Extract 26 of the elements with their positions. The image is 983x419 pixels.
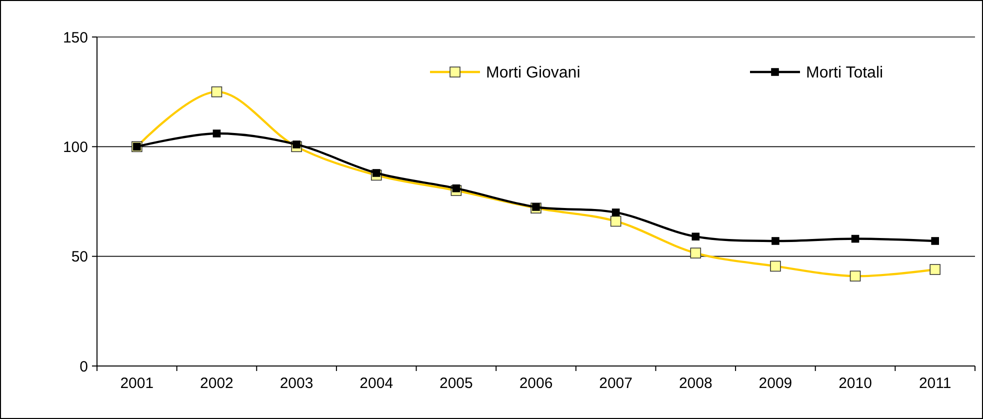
- y-tick-label: 0: [80, 358, 88, 376]
- x-tick-label: 2007: [599, 375, 633, 392]
- y-tick-label: 150: [62, 29, 88, 46]
- x-tick-label: 2008: [678, 375, 712, 392]
- point: [372, 169, 380, 177]
- x-tick-label: 2004: [360, 375, 394, 392]
- x-tick-label: 2005: [439, 375, 473, 392]
- x-tick-label: 2003: [280, 375, 314, 392]
- x-tick-label: 2010: [838, 375, 872, 392]
- point: [851, 234, 860, 243]
- point: [612, 208, 620, 216]
- x-tick-label: 2011: [918, 375, 952, 392]
- point: [692, 232, 700, 240]
- legend-label: Morti Giovani: [486, 64, 580, 82]
- point: [931, 237, 939, 245]
- point: [772, 237, 780, 245]
- legend-label: Morti Totali: [806, 64, 884, 82]
- point: [532, 203, 540, 211]
- x-tick-label: 2001: [120, 375, 154, 392]
- x-tick-label: 2009: [758, 375, 792, 392]
- x-tick-label: 2006: [519, 375, 553, 392]
- y-tick-label: 50: [71, 248, 88, 266]
- x-tick-label: 2002: [200, 375, 234, 392]
- point: [452, 184, 460, 192]
- point: [212, 130, 221, 138]
- y-tick-label: 100: [62, 138, 88, 156]
